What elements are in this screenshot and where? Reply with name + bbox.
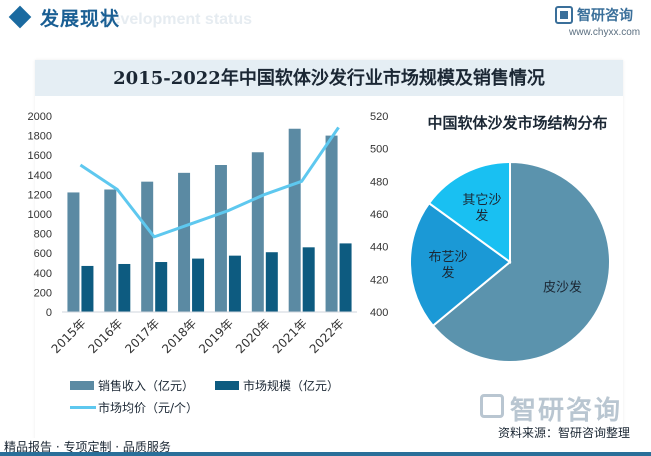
bar-sales [214,165,227,312]
y-right-tick-label: 440 [370,242,388,254]
chart-title-band [35,60,623,96]
bar-sales [104,189,117,312]
footer-bar [0,438,651,456]
source-note: 资料来源：智研咨询整理 [498,426,631,440]
y-right-tick-label: 500 [370,144,388,156]
watermark-name: 智研咨询 [510,396,623,426]
header-subtitle: Development status [100,11,253,28]
x-tick-label: 2015年 [49,316,89,356]
bar-sales [251,152,264,312]
y-left-tick-label: 800 [34,229,52,241]
footer-text: 精品报告 · 专项定制 · 品质服务 [4,440,171,454]
x-tick-label: 2016年 [85,316,125,356]
pie-slice-label: 皮沙发 [543,280,582,296]
y-left-tick-label: 200 [34,287,52,299]
x-tick-label: 2021年 [270,316,310,356]
pie-title: 中国软体沙发市场结构分布 [427,114,608,132]
pie-slice [431,160,611,363]
bar-market [155,262,168,312]
y-left-tick-label: 1800 [28,131,52,143]
brand-logo-icon [555,6,573,24]
pie-slice [409,201,512,328]
bar-market [81,265,94,312]
x-tick-label: 2022年 [307,316,347,356]
y-left-tick-label: 1600 [28,150,52,162]
y-right-tick-label: 480 [370,176,388,188]
bar-market [192,258,205,312]
brand-name: 智研咨询 [577,8,633,24]
pie-slice-label: 发 [442,265,455,281]
x-tick-label: 2020年 [233,316,273,356]
y-left-tick-label: 2000 [28,111,52,123]
header-bar: Development status 发展现状 [0,0,651,36]
legend-swatch-price [70,406,96,409]
legend-swatch-sales [70,381,94,390]
y-left-tick-label: 1200 [28,189,52,201]
chart-title: 2015-2022年中国软体沙发行业市场规模及销售情况 [113,68,545,89]
pie-slice [427,160,511,264]
y-left-tick-label: 1000 [28,209,52,221]
legend-label-market: 市场规模（亿元） [243,379,340,393]
y-right-tick-label: 460 [370,209,388,221]
pie-slice-label: 布艺沙 [429,250,468,265]
bar-sales [178,172,191,312]
watermark-logo-icon [480,394,504,418]
bar-sales [325,135,338,312]
bar-sales [141,181,154,312]
x-tick-label: 2018年 [159,316,199,356]
legend-label-sales: 销售收入（亿元） [98,379,195,393]
y-left-tick-label: 400 [34,268,52,280]
y-left-tick-label: 600 [34,248,52,260]
bar-market [302,247,315,312]
y-right-tick-label: 420 [370,274,388,286]
header-title: 发展现状 [40,8,121,30]
bar-sales [67,192,80,312]
y-left-tick-label: 0 [46,307,52,319]
bar-market [118,263,131,312]
y-left-tick-label: 1400 [28,170,52,182]
pie-slice-label: 发 [475,208,488,224]
brand-url: www.chyxx.com [569,27,641,38]
bar-market [228,255,241,312]
pie-slice-label: 其它沙 [462,192,501,208]
footer-line [0,452,651,456]
x-tick-label: 2019年 [196,316,236,356]
series-line-price [79,126,340,239]
x-tick-label: 2017年 [122,316,162,356]
legend-swatch-market [215,381,239,390]
bar-sales [288,128,301,312]
y-right-tick-label: 520 [370,111,388,123]
legend-label-price: 市场均价（元/个） [98,401,199,415]
y-right-tick-label: 400 [370,307,388,319]
bar-market [265,252,278,312]
bar-market [339,243,352,312]
